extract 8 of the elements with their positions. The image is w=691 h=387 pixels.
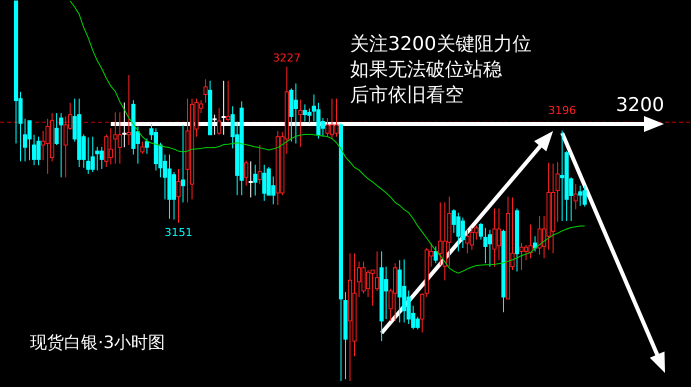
annotation: 3151 [164,226,192,239]
annotation: 3200 [616,94,664,116]
title: 现货白银·3小时图 [30,333,166,353]
annotation: 3196 [548,104,576,117]
annotation: 3227 [272,52,301,65]
annotation: 后市依旧看空 [350,84,464,106]
annotation: 如果无法破位站稳 [350,58,502,80]
annotation: 关注3200关键阻力位 [350,33,532,55]
